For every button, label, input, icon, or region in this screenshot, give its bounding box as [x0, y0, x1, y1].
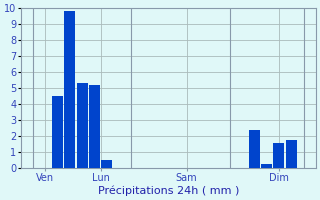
Bar — [249, 130, 260, 168]
Bar — [261, 164, 272, 168]
X-axis label: Précipitations 24h ( mm ): Précipitations 24h ( mm ) — [98, 185, 239, 196]
Bar — [101, 160, 112, 168]
Bar — [76, 83, 88, 168]
Bar — [273, 143, 284, 168]
Bar — [89, 85, 100, 168]
Bar — [52, 96, 63, 168]
Bar — [286, 140, 297, 168]
Bar — [64, 11, 75, 168]
